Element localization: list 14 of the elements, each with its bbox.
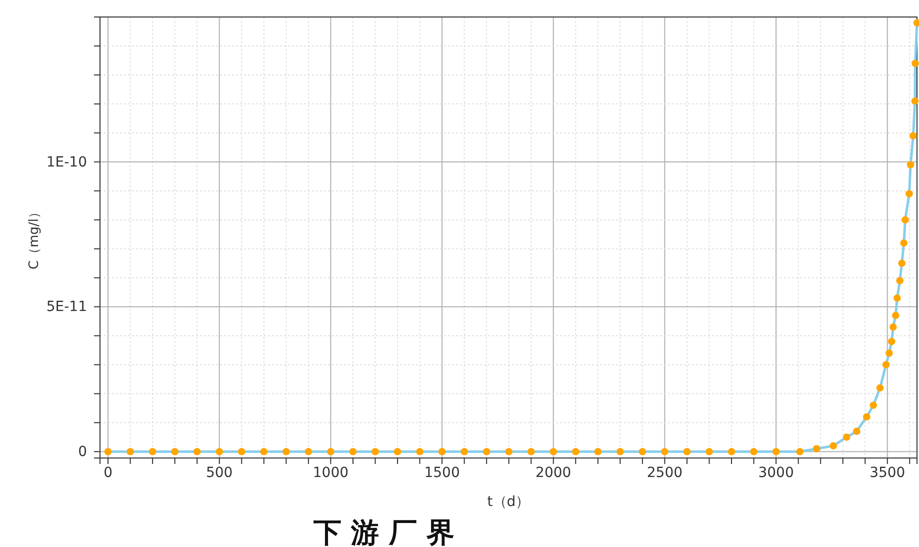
x-tick-label: 1500 bbox=[424, 464, 460, 481]
text: 下 游 厂 界 bbox=[312, 516, 455, 547]
x-tick-label: 500 bbox=[206, 464, 233, 481]
x-tick-label: 0 bbox=[104, 464, 112, 481]
x-axis-title: t（d） bbox=[487, 494, 530, 510]
y-axis-title: C（mg/l） bbox=[27, 206, 42, 270]
x-tick-label: 3500 bbox=[870, 464, 906, 481]
x-tick-label: 2000 bbox=[536, 464, 572, 481]
x-tick-label: 3000 bbox=[758, 464, 794, 481]
y-tick-label: 0 bbox=[78, 444, 87, 460]
x-tick-label: 2500 bbox=[646, 464, 683, 481]
y-tick-label: 5E-11 bbox=[46, 299, 87, 316]
y-tick-label: 1E-10 bbox=[46, 154, 87, 170]
x-tick-label: 1000 bbox=[312, 464, 349, 481]
